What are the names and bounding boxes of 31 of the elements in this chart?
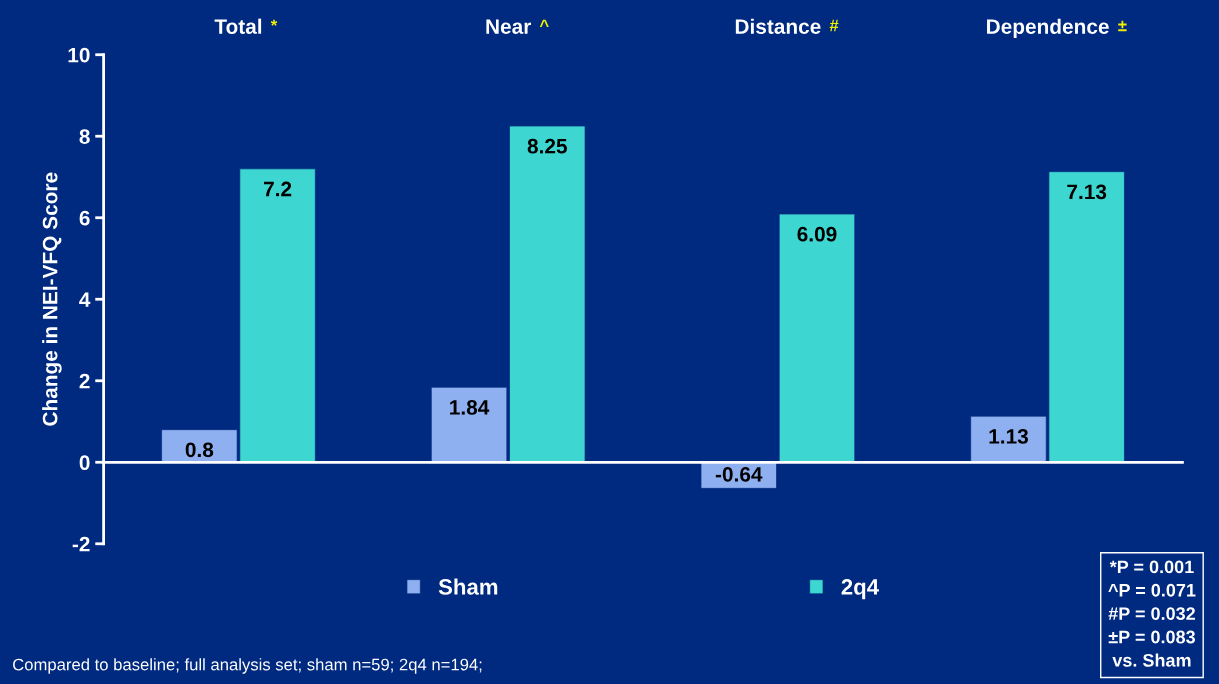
x-tick-label: Total: [214, 18, 262, 34]
y-tick-label: 4: [79, 292, 91, 307]
data-label: 0.8: [185, 442, 214, 458]
y-tick-label: 0: [79, 455, 90, 471]
x-tick-label: Near: [486, 19, 532, 34]
text: *: [270, 19, 278, 26]
y-tick-label: 8: [79, 129, 90, 144]
y-tick-label: -2: [72, 536, 90, 552]
data-label: -0.64: [715, 466, 763, 482]
text: #: [829, 19, 839, 32]
data-label: 7.2: [263, 181, 292, 197]
legend-label: Sham: [438, 578, 498, 595]
data-label: 7.13: [1067, 184, 1107, 200]
x-tick-label: Distance: [735, 18, 821, 34]
text: ±: [1118, 20, 1127, 32]
y-axis-title: Change in NEI-VFQ Score: [42, 172, 62, 426]
bar: [509, 125, 586, 463]
bar: [430, 386, 508, 463]
x-tick-label: Dependence: [987, 18, 1109, 39]
y-tick-label: 2: [79, 373, 90, 389]
data-label: 1.84: [450, 400, 490, 415]
data-label: 1.13: [989, 428, 1028, 444]
data-label: 8.25: [527, 138, 567, 154]
text: Compared to baseline; full analysis set; sham n=59; 2q4 n=194;: [13, 658, 482, 674]
text: *P = 0.001 ^P = 0.071 #P = 0.032 ±P = 0.083 vs. Sham: [1108, 560, 1196, 667]
legend-label: 2q4: [841, 579, 879, 600]
y-tick-label: 6: [79, 210, 90, 226]
y-tick-label: 10: [68, 47, 90, 63]
bar: [778, 213, 856, 463]
data-label: 6.09: [797, 226, 837, 242]
text: ^: [539, 19, 549, 27]
